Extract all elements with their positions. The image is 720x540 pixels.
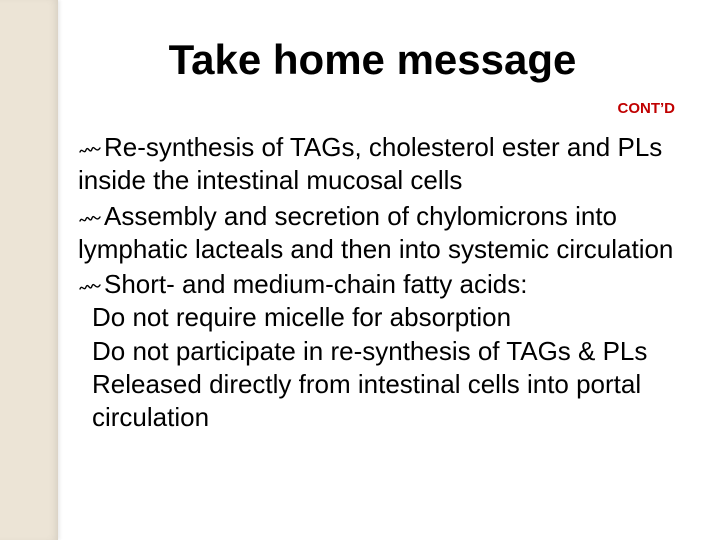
bullet-item: Assembly and secretion of chylomicrons i… <box>78 200 680 267</box>
bullet-icon <box>78 270 102 303</box>
bullet-text: Short- and medium-chain fatty acids: <box>104 269 527 299</box>
bullet-item: Re-synthesis of TAGs, cholesterol ester … <box>78 131 680 198</box>
slide-body: Re-synthesis of TAGs, cholesterol ester … <box>78 131 680 434</box>
slide: Take home message CONT’D Re-synthesis of… <box>0 0 720 540</box>
bullet-icon <box>78 202 102 235</box>
bullet-icon <box>78 133 102 166</box>
sub-line: Do not participate in re-synthesis of TA… <box>78 335 680 368</box>
bullet-text: Re-synthesis of TAGs, cholesterol ester … <box>78 132 662 195</box>
sub-line: Released directly from intestinal cells … <box>78 368 680 435</box>
sub-line: Do not require micelle for absorption <box>78 301 680 334</box>
slide-subtitle: CONT’D <box>0 100 675 117</box>
bullet-item: Short- and medium-chain fatty acids: Do … <box>78 268 680 434</box>
bullet-text: Assembly and secretion of chylomicrons i… <box>78 201 673 264</box>
slide-title: Take home message <box>45 38 700 82</box>
